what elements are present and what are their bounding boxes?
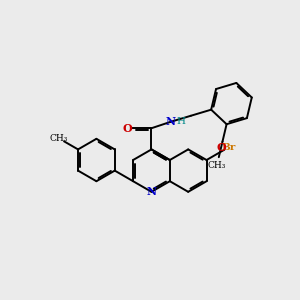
Text: O: O (122, 123, 132, 134)
Text: N: N (166, 116, 176, 128)
Text: Br: Br (222, 142, 236, 152)
Text: CH₃: CH₃ (208, 161, 226, 170)
Text: H: H (176, 117, 185, 126)
Text: CH₃: CH₃ (49, 134, 68, 142)
Text: N: N (146, 186, 157, 197)
Text: O: O (216, 142, 226, 153)
